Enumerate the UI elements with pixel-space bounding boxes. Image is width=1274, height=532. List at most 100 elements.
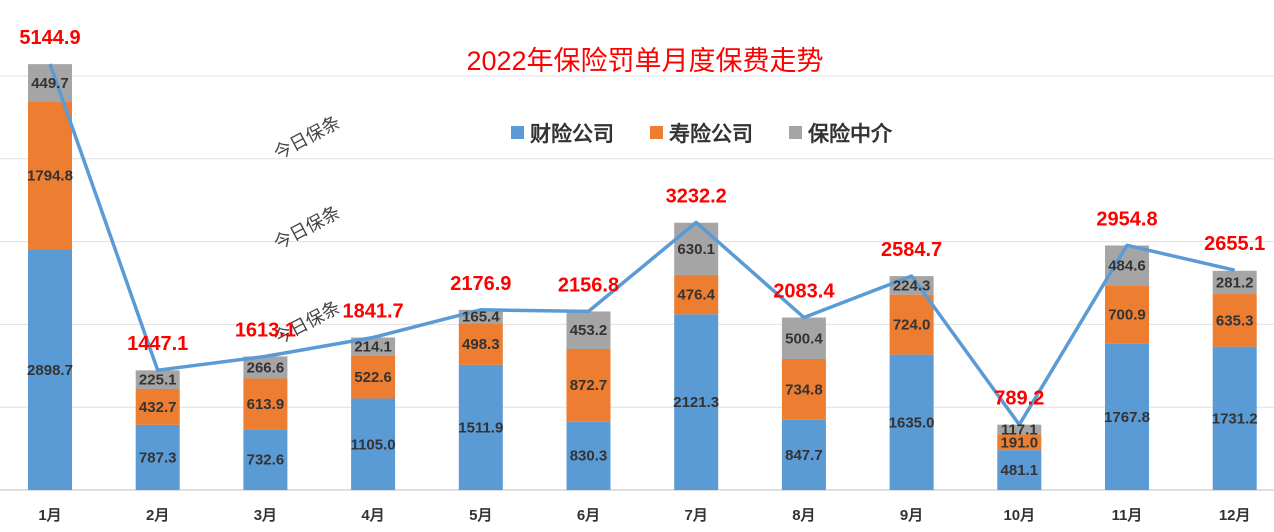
legend-swatch xyxy=(511,126,524,139)
legend-swatch xyxy=(650,126,663,139)
gridlines xyxy=(0,75,1274,491)
segment-value-label: 453.2 xyxy=(570,322,608,339)
segment-value-label: 630.1 xyxy=(677,241,715,258)
bar-segment xyxy=(351,337,396,356)
x-tick-label: 8月 xyxy=(792,507,815,524)
legend-label: 寿险公司 xyxy=(669,122,753,146)
segment-value-label: 224.3 xyxy=(893,277,931,294)
segment-value-label: 2898.7 xyxy=(27,362,73,379)
segment-value-label: 872.7 xyxy=(570,377,608,394)
bar-segment xyxy=(889,294,934,355)
bar-segment xyxy=(28,64,72,102)
segment-value-label: 281.2 xyxy=(1216,274,1254,291)
segment-value-label: 700.9 xyxy=(1108,307,1146,324)
total-value-label: 2083.4 xyxy=(773,280,835,302)
total-value-label: 1613.1 xyxy=(235,319,296,341)
bar-segment xyxy=(566,421,611,490)
chart-title: 2022年保险罚单月度保费走势 xyxy=(466,46,823,76)
bar-segment xyxy=(458,364,503,490)
bar-segment xyxy=(674,274,719,315)
segment-value-label: 484.6 xyxy=(1108,258,1146,275)
bar-segment xyxy=(781,419,826,490)
segment-labels: 2898.7 1794.8 449.7 787.3 432.7 225.1 732.6 613… xyxy=(27,75,1258,479)
total-series-line xyxy=(48,63,1236,427)
x-tick-label: 7月 xyxy=(685,507,708,524)
bar-segment xyxy=(28,249,72,490)
segment-value-label: 481.1 xyxy=(1001,462,1039,479)
x-tick-label: 11月 xyxy=(1112,507,1143,524)
total-value-label: 2156.8 xyxy=(558,274,619,296)
total-value-label: 1447.1 xyxy=(127,333,188,355)
watermark-2: 今日保条 xyxy=(270,202,343,253)
x-axis-ticks: 1月 2月 3月 4月 5月 6月 7月 8月 9月 10月 11月 12月 xyxy=(38,507,1250,524)
segment-value-label: 830.3 xyxy=(570,448,608,465)
bar-segment xyxy=(674,314,719,490)
x-tick-label: 3月 xyxy=(254,507,277,524)
x-tick-label: 12月 xyxy=(1219,507,1251,524)
bar-segment xyxy=(566,311,611,349)
segment-value-label: 847.7 xyxy=(785,447,823,464)
segment-value-label: 225.1 xyxy=(139,372,177,389)
segment-value-label: 165.4 xyxy=(462,309,500,326)
segment-value-label: 432.7 xyxy=(139,399,177,416)
bar-segment xyxy=(243,378,288,430)
bar-segment xyxy=(351,355,396,399)
bar-segment xyxy=(243,429,288,490)
total-value-label: 1841.7 xyxy=(343,301,404,323)
total-value-label: 2954.8 xyxy=(1096,208,1157,230)
legend: 财险公司 寿险公司 保险中介 xyxy=(511,122,893,146)
bar-segment xyxy=(1105,285,1149,344)
segment-value-label: 787.3 xyxy=(139,449,177,466)
watermarks: 今日保条 今日保条 今日保条 xyxy=(270,112,343,348)
segment-value-label: 522.6 xyxy=(354,369,392,386)
segment-value-label: 2121.3 xyxy=(673,394,719,411)
segment-value-label: 214.1 xyxy=(354,338,392,355)
bar-segment xyxy=(351,398,396,490)
total-value-label: 789.2 xyxy=(994,388,1044,410)
segment-value-label: 500.4 xyxy=(785,330,823,347)
segment-value-label: 266.6 xyxy=(247,359,285,376)
bar-segment xyxy=(674,222,719,275)
bar-segment xyxy=(997,424,1042,435)
total-value-label: 2655.1 xyxy=(1204,233,1265,255)
total-value-label: 2584.7 xyxy=(881,239,942,261)
x-tick-label: 2月 xyxy=(146,507,169,524)
x-tick-label: 5月 xyxy=(469,507,492,524)
legend-label: 财险公司 xyxy=(530,122,614,146)
segment-value-label: 613.9 xyxy=(247,396,285,413)
segment-value-label: 732.6 xyxy=(247,452,285,469)
segment-value-label: 1731.2 xyxy=(1212,410,1258,427)
bar-segment xyxy=(458,323,503,365)
bars xyxy=(28,64,1257,490)
segment-value-label: 117.1 xyxy=(1001,422,1038,439)
segment-value-label: 1794.8 xyxy=(27,168,73,185)
segment-value-label: 476.4 xyxy=(677,287,715,304)
bar-segment xyxy=(135,388,180,425)
bar-segment xyxy=(1212,294,1257,347)
segment-value-label: 734.8 xyxy=(785,381,823,398)
bar-segment xyxy=(997,434,1042,451)
segment-value-label: 449.7 xyxy=(31,75,69,92)
total-value-label: 2176.9 xyxy=(450,273,511,295)
segment-value-label: 1635.0 xyxy=(889,414,935,431)
total-value-label: 5144.9 xyxy=(19,27,80,49)
x-tick-label: 1月 xyxy=(38,507,61,524)
segment-value-label: 635.3 xyxy=(1216,312,1254,329)
bar-segment xyxy=(1212,346,1257,490)
segment-value-label: 1767.8 xyxy=(1104,409,1150,426)
total-labels: 5144.9 1447.1 1613.1 1841.7 2176.9 2156.8 3232… xyxy=(19,27,1265,410)
watermark-1: 今日保条 xyxy=(270,112,343,163)
bar-segment xyxy=(1105,343,1149,490)
bar-segment xyxy=(135,424,180,490)
bar-segment xyxy=(243,356,288,379)
x-tick-label: 9月 xyxy=(900,507,923,524)
segment-value-label: 1511.9 xyxy=(458,419,503,436)
bar-segment xyxy=(1105,245,1149,286)
bar-segment xyxy=(781,317,826,359)
bar-segment xyxy=(781,358,826,420)
segment-value-label: 191.0 xyxy=(1001,434,1039,451)
legend-swatch xyxy=(789,126,802,139)
x-tick-label: 6月 xyxy=(577,507,600,524)
x-tick-label: 4月 xyxy=(361,507,384,524)
